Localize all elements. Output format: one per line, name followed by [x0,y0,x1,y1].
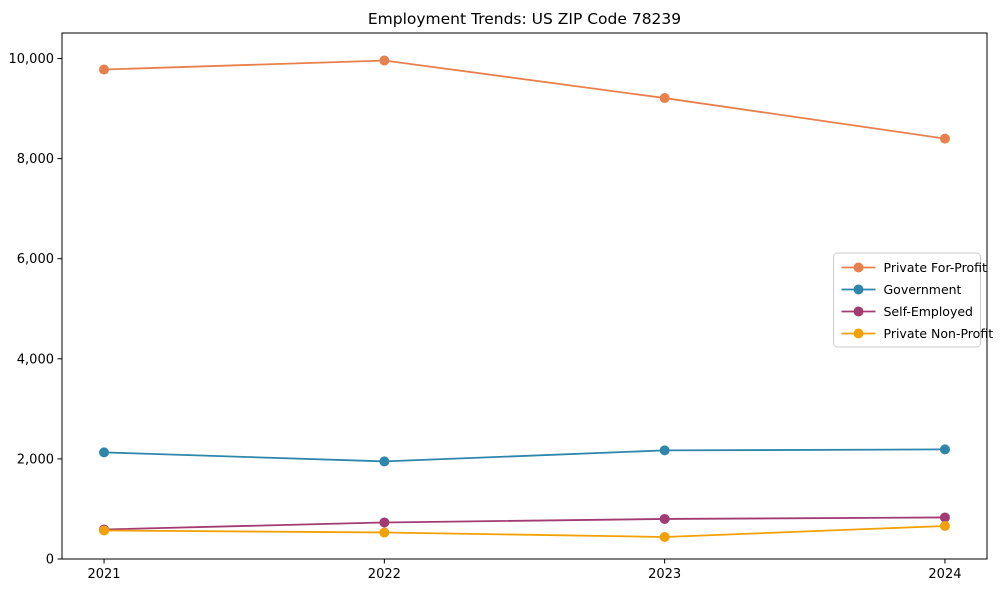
y-tick-label: 4,000 [17,352,54,367]
x-tick-label: 2024 [928,567,961,582]
data-point-self-employed [379,517,390,528]
series-line-government [104,448,945,463]
series-line-private-non-profit [104,525,945,538]
y-tick-label: 8,000 [17,152,54,167]
data-point-government [379,456,390,467]
data-point-private-for-profit [379,55,390,66]
data-point-private-non-profit [379,527,390,538]
legend-marker-icon [853,306,864,317]
data-point-self-employed [659,513,670,524]
legend-box [833,252,981,348]
legend-label: Private Non-Profit [884,326,994,341]
data-point-private-for-profit [939,133,950,144]
legend-label: Self-Employed [884,304,973,319]
data-point-government [939,444,950,455]
legend-marker-icon [853,284,864,295]
data-point-private-for-profit [99,64,110,75]
y-tick-label: 0 [46,553,54,568]
legend-entry-self-employed: Self-Employed [841,304,973,319]
legend-entry-private-for-profit: Private For-Profit [841,260,987,275]
axes-spines [61,32,988,560]
legend-label: Government [884,282,962,297]
series-line-private-for-profit [104,59,946,140]
legend-marker-icon [853,262,864,273]
series-private-non-profit [99,520,950,542]
legend-entry-private-non-profit: Private Non-Profit [841,326,994,341]
series-line-self-employed [104,516,945,531]
x-tick-label: 2022 [368,567,401,582]
x-tick-label: 2021 [87,567,120,582]
series-private-for-profit [99,55,950,144]
data-point-private-non-profit [99,525,110,536]
chart-title: Employment Trends: US ZIP Code 78239 [367,10,682,28]
y-tick-label: 6,000 [17,252,54,267]
series-government [99,444,950,467]
data-point-private-non-profit [939,520,950,531]
data-point-private-for-profit [659,93,670,104]
data-point-self-employed [939,512,950,523]
y-tick-label: 10,000 [9,52,55,67]
data-point-government [659,445,670,456]
x-tick-label: 2023 [648,567,681,582]
legend-marker-icon [853,328,864,339]
legend: Private For-Profit Government Self-Employe… [833,252,994,348]
y-tick-label: 2,000 [17,452,54,467]
data-point-private-non-profit [659,531,670,542]
legend-entry-government: Government [841,282,962,297]
data-point-government [99,447,110,458]
legend-label: Private For-Profit [884,260,987,275]
